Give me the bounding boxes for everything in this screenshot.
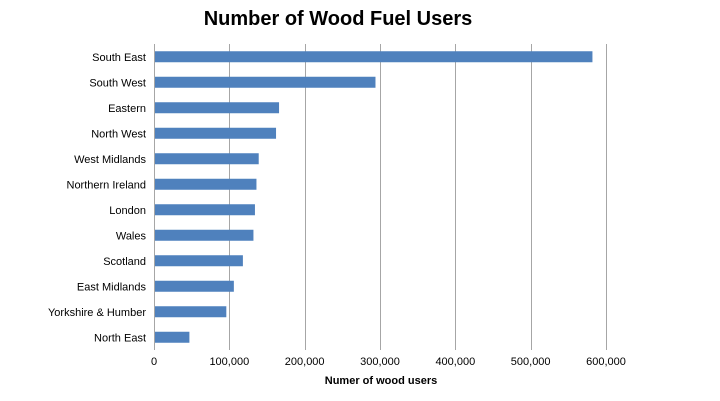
x-tick-label: 300,000 bbox=[360, 356, 400, 368]
bar bbox=[154, 153, 259, 165]
bar bbox=[154, 255, 243, 267]
chart-title: Number of Wood Fuel Users bbox=[204, 8, 473, 30]
category-label: East Midlands bbox=[77, 281, 147, 293]
category-label: Wales bbox=[116, 230, 147, 242]
x-tick-label: 500,000 bbox=[511, 356, 551, 368]
bar bbox=[154, 127, 277, 139]
bar bbox=[154, 178, 257, 190]
x-tick-label: 600,000 bbox=[586, 356, 626, 368]
category-label: South West bbox=[89, 77, 146, 89]
x-axis-title: Numer of wood users bbox=[325, 375, 437, 387]
gridlines bbox=[229, 44, 607, 350]
x-tick-label: 100,000 bbox=[209, 356, 249, 368]
bar bbox=[154, 229, 254, 241]
bar bbox=[154, 51, 593, 63]
x-tick-label: 400,000 bbox=[435, 356, 475, 368]
bars bbox=[154, 51, 593, 343]
x-tick-label: 200,000 bbox=[285, 356, 325, 368]
category-label: London bbox=[109, 205, 146, 217]
bar bbox=[154, 306, 227, 318]
category-label: North West bbox=[91, 128, 146, 140]
category-labels: South East South West Eastern North West Wes… bbox=[48, 52, 147, 345]
bar bbox=[154, 331, 190, 343]
bar bbox=[154, 280, 234, 292]
bar bbox=[154, 76, 376, 88]
category-label: North East bbox=[94, 332, 146, 344]
category-label: South East bbox=[92, 52, 146, 64]
category-label: Yorkshire & Humber bbox=[48, 307, 146, 319]
x-tick-label: 0 bbox=[151, 356, 157, 368]
category-label: Scotland bbox=[103, 256, 146, 268]
bar bbox=[154, 204, 255, 216]
category-label: Northern Ireland bbox=[67, 179, 147, 191]
category-label: West Midlands bbox=[74, 154, 146, 166]
bar bbox=[154, 102, 280, 114]
x-axis-ticks: 0 100,000 200,000 300,000 400,000 500,000 600,… bbox=[151, 356, 626, 368]
category-label: Eastern bbox=[108, 103, 146, 115]
